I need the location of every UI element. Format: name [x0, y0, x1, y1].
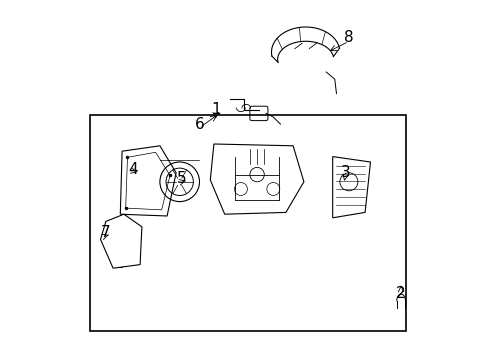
Text: 7: 7 — [101, 225, 110, 240]
Text: 8: 8 — [344, 30, 353, 45]
Text: 5: 5 — [176, 171, 186, 186]
Text: 1: 1 — [210, 102, 220, 117]
Text: 4: 4 — [128, 162, 138, 177]
Bar — [89, 115, 406, 331]
Text: 2: 2 — [395, 286, 405, 301]
Text: 3: 3 — [340, 165, 349, 180]
Text: 6: 6 — [194, 117, 204, 132]
